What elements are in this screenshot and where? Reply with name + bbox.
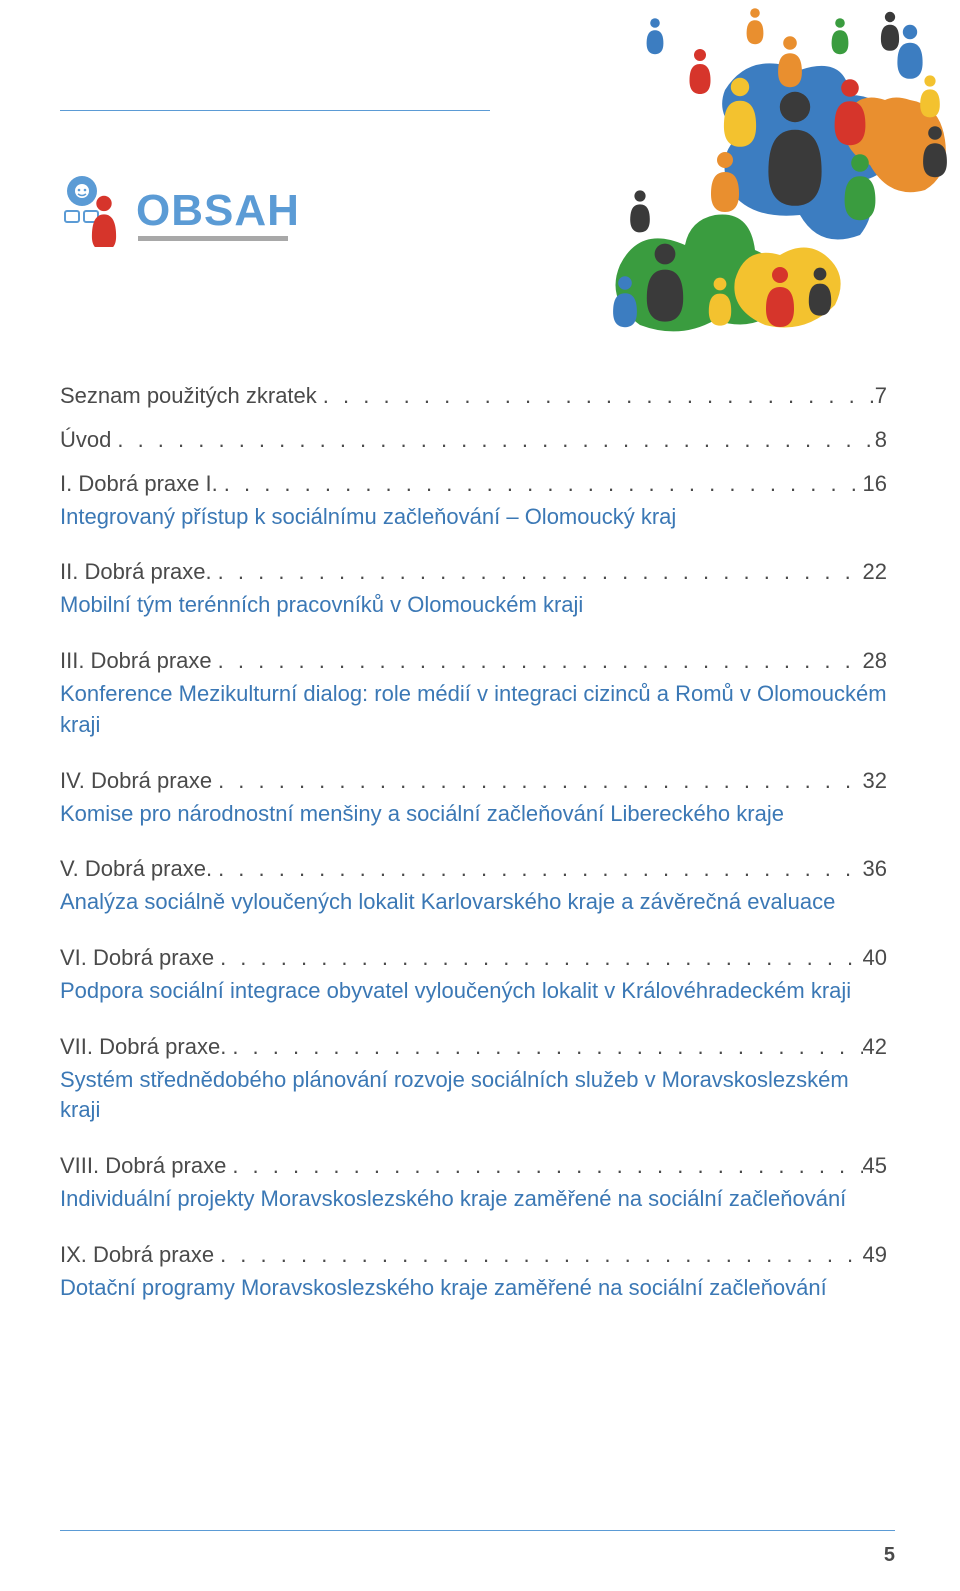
toc-title: VIII. Dobrá praxe <box>60 1150 226 1182</box>
toc-content: Seznam použitých zkratek. . . . . . . . … <box>60 380 895 1328</box>
toc-subtitle: Integrovaný přístup k sociálnímu začleňo… <box>60 502 895 533</box>
toc-line: III. Dobrá praxe. . . . . . . . . . . . … <box>60 645 895 677</box>
toc-subtitle: Mobilní tým terénních pracovníků v Olomo… <box>60 590 895 621</box>
decorative-people-art <box>490 0 960 350</box>
toc-leader-dots: . . . . . . . . . . . . . . . . . . . . … <box>212 765 862 797</box>
toc-leader-dots: . . . . . . . . . . . . . . . . . . . . … <box>214 1239 862 1271</box>
toc-subtitle: Systém střednědobého plánování rozvoje s… <box>60 1065 895 1127</box>
toc-entry: I. Dobrá praxe I.. . . . . . . . . . . .… <box>60 468 895 533</box>
bottom-rule <box>60 1530 895 1531</box>
toc-leader-dots: . . . . . . . . . . . . . . . . . . . . … <box>214 942 862 974</box>
toc-page: 8 <box>875 424 895 456</box>
toc-line: I. Dobrá praxe I.. . . . . . . . . . . .… <box>60 468 895 500</box>
toc-leader-dots: . . . . . . . . . . . . . . . . . . . . … <box>212 853 862 885</box>
obsah-icon <box>60 175 122 247</box>
toc-leader-dots: . . . . . . . . . . . . . . . . . . . . … <box>111 424 874 456</box>
toc-page: 49 <box>863 1239 895 1271</box>
toc-title: III. Dobrá praxe <box>60 645 212 677</box>
toc-title: VI. Dobrá praxe <box>60 942 214 974</box>
toc-line: VI. Dobrá praxe. . . . . . . . . . . . .… <box>60 942 895 974</box>
toc-subtitle: Podpora sociální integrace obyvatel vylo… <box>60 976 895 1007</box>
toc-subtitle: Analýza sociálně vyloučených lokalit Kar… <box>60 887 895 918</box>
toc-line: Seznam použitých zkratek. . . . . . . . … <box>60 380 895 412</box>
toc-line: VII. Dobrá praxe.. . . . . . . . . . . .… <box>60 1031 895 1063</box>
toc-page: 16 <box>863 468 895 500</box>
toc-page: 40 <box>863 942 895 974</box>
toc-entry: VIII. Dobrá praxe. . . . . . . . . . . .… <box>60 1150 895 1215</box>
toc-page: 36 <box>863 853 895 885</box>
toc-entry: II. Dobrá praxe.. . . . . . . . . . . . … <box>60 556 895 621</box>
toc-leader-dots: . . . . . . . . . . . . . . . . . . . . … <box>226 1150 862 1182</box>
top-rule <box>60 110 490 111</box>
toc-subtitle: Dotační programy Moravskoslezského kraje… <box>60 1273 895 1304</box>
page-number: 5 <box>884 1544 895 1567</box>
toc-title: VII. Dobrá praxe. <box>60 1031 226 1063</box>
toc-subtitle: Komise pro národnostní menšiny a sociáln… <box>60 799 895 830</box>
toc-leader-dots: . . . . . . . . . . . . . . . . . . . . … <box>226 1031 862 1063</box>
toc-entry: VII. Dobrá praxe.. . . . . . . . . . . .… <box>60 1031 895 1126</box>
toc-title: II. Dobrá praxe. <box>60 556 212 588</box>
toc-entry: IX. Dobrá praxe. . . . . . . . . . . . .… <box>60 1239 895 1304</box>
page-title: OBSAH <box>136 186 300 236</box>
toc-subtitle: Konference Mezikulturní dialog: role méd… <box>60 679 895 741</box>
toc-entry: IV. Dobrá praxe. . . . . . . . . . . . .… <box>60 765 895 830</box>
toc-leader-dots: . . . . . . . . . . . . . . . . . . . . … <box>212 645 863 677</box>
toc-page: 7 <box>875 380 895 412</box>
toc-line: IX. Dobrá praxe. . . . . . . . . . . . .… <box>60 1239 895 1271</box>
toc-entry: Úvod. . . . . . . . . . . . . . . . . . … <box>60 424 895 456</box>
toc-entry: V. Dobrá praxe.. . . . . . . . . . . . .… <box>60 853 895 918</box>
toc-line: IV. Dobrá praxe. . . . . . . . . . . . .… <box>60 765 895 797</box>
toc-leader-dots: . . . . . . . . . . . . . . . . . . . . … <box>317 380 875 412</box>
toc-title: V. Dobrá praxe. <box>60 853 212 885</box>
toc-entry: VI. Dobrá praxe. . . . . . . . . . . . .… <box>60 942 895 1007</box>
toc-title: IV. Dobrá praxe <box>60 765 212 797</box>
toc-title: IX. Dobrá praxe <box>60 1239 214 1271</box>
toc-title: Seznam použitých zkratek <box>60 380 317 412</box>
toc-page: 28 <box>863 645 895 677</box>
toc-leader-dots: . . . . . . . . . . . . . . . . . . . . … <box>212 556 863 588</box>
toc-entry: Seznam použitých zkratek. . . . . . . . … <box>60 380 895 412</box>
heading-underline <box>138 236 288 241</box>
toc-line: VIII. Dobrá praxe. . . . . . . . . . . .… <box>60 1150 895 1182</box>
toc-line: V. Dobrá praxe.. . . . . . . . . . . . .… <box>60 853 895 885</box>
toc-leader-dots: . . . . . . . . . . . . . . . . . . . . … <box>218 468 863 500</box>
toc-title: Úvod <box>60 424 111 456</box>
toc-line: Úvod. . . . . . . . . . . . . . . . . . … <box>60 424 895 456</box>
toc-page: 22 <box>863 556 895 588</box>
toc-title: I. Dobrá praxe I. <box>60 468 218 500</box>
toc-page: 45 <box>863 1150 895 1182</box>
toc-page: 32 <box>863 765 895 797</box>
toc-page: 42 <box>863 1031 895 1063</box>
toc-line: II. Dobrá praxe.. . . . . . . . . . . . … <box>60 556 895 588</box>
toc-entry: III. Dobrá praxe. . . . . . . . . . . . … <box>60 645 895 740</box>
toc-subtitle: Individuální projekty Moravskoslezského … <box>60 1184 895 1215</box>
